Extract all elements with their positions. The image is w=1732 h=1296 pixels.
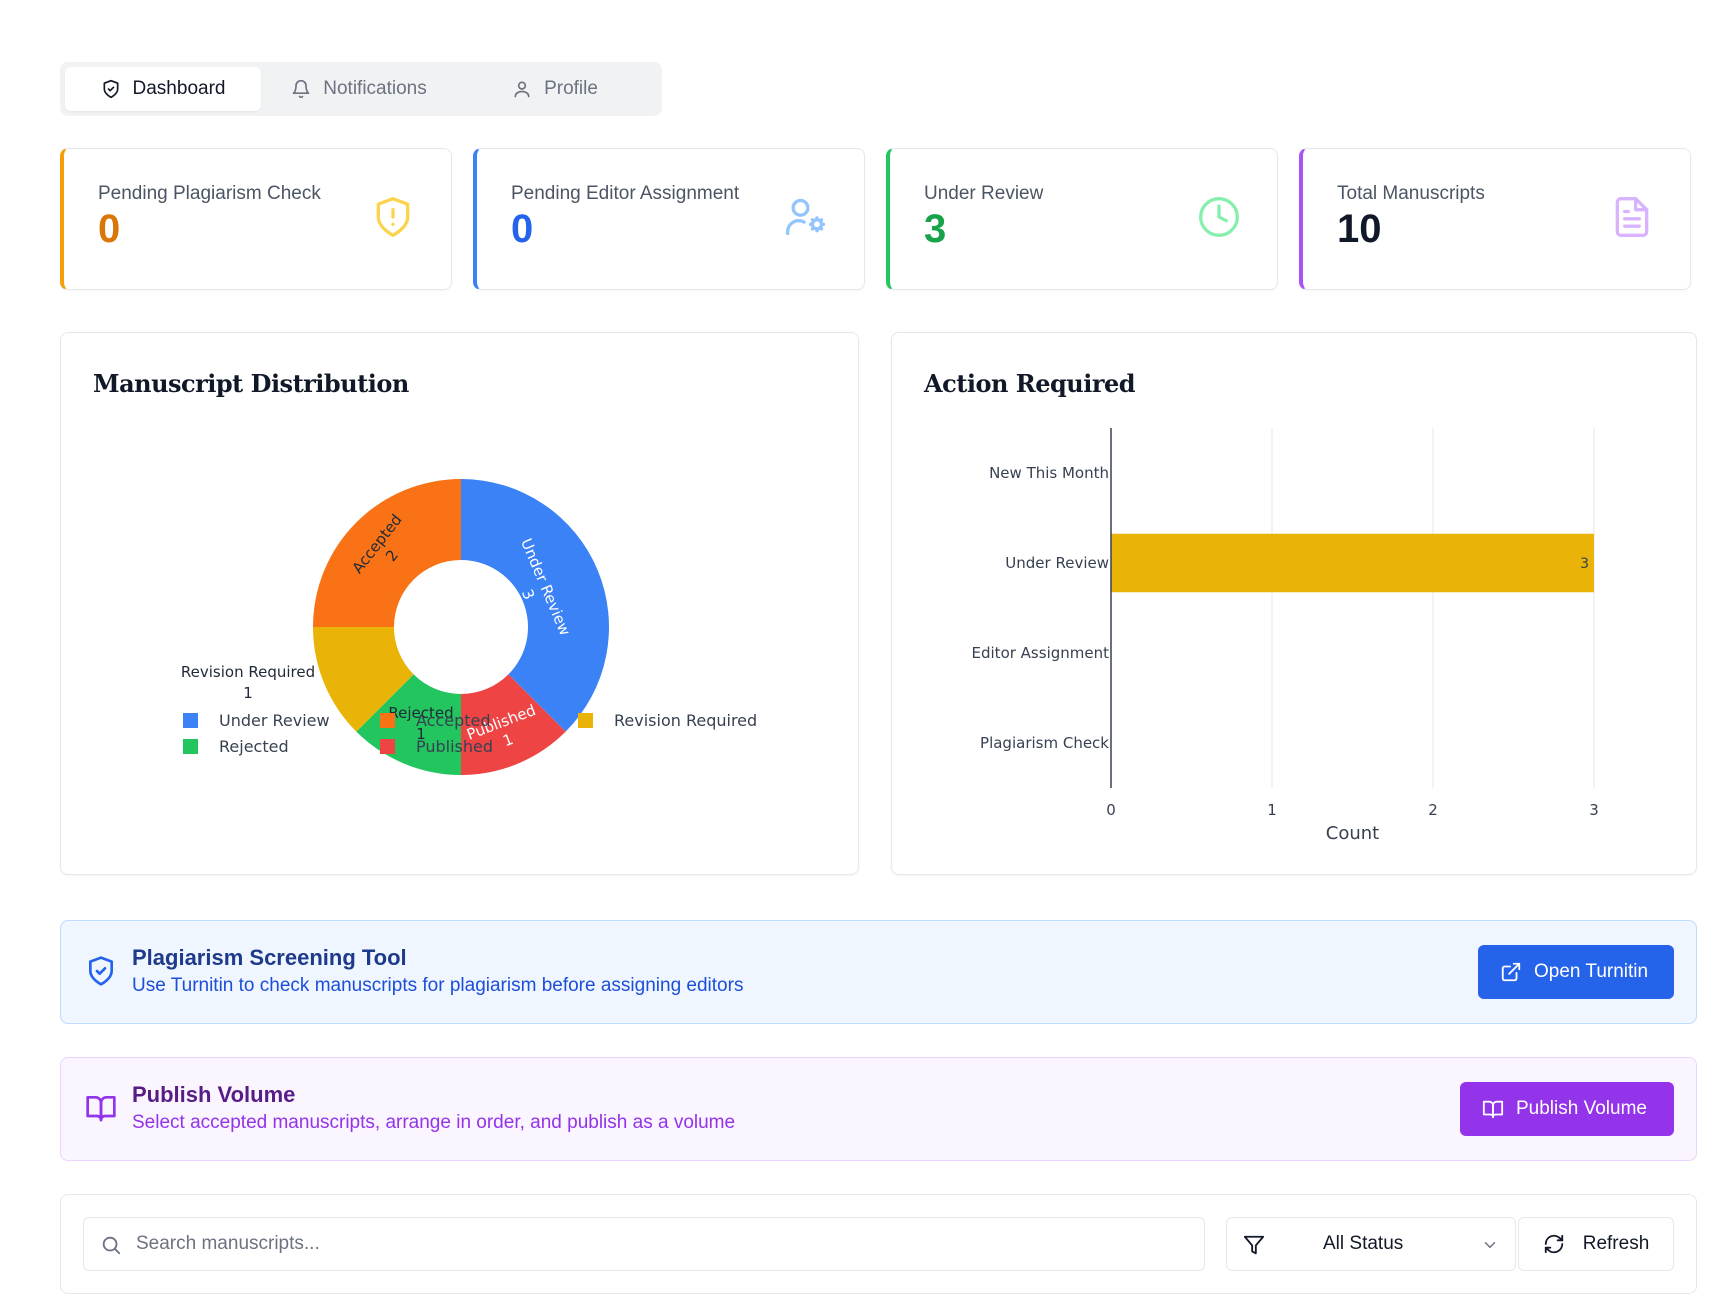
status-filter-select[interactable]: All Status <box>1226 1217 1516 1271</box>
book-open-icon <box>86 1096 116 1122</box>
tab-notifications[interactable]: Notifications <box>261 67 457 111</box>
distribution-title: Manuscript Distribution <box>93 369 409 398</box>
filter-icon <box>1243 1235 1265 1255</box>
y-tick-label-plagiarism-check: Plagiarism Check <box>980 734 1109 752</box>
stat-value: 10 <box>1337 207 1382 251</box>
legend-swatch-under-review <box>183 713 198 728</box>
main-tabs: Dashboard Notifications Profile <box>60 62 662 116</box>
stat-label: Total Manuscripts <box>1337 183 1485 204</box>
x-tick-label: 2 <box>1428 801 1438 819</box>
tab-profile[interactable]: Profile <box>457 67 653 111</box>
stat-label: Pending Editor Assignment <box>511 183 740 204</box>
publish-volume-button[interactable]: Publish Volume <box>1460 1082 1674 1136</box>
distribution-card: Manuscript Distribution Under Review 3 Pub… <box>60 332 859 875</box>
y-tick-label-editor-assignment: Editor Assignment <box>972 644 1110 662</box>
stat-card-pending-editor: Pending Editor Assignment 0 <box>473 148 865 290</box>
x-tick-label: 1 <box>1267 801 1277 819</box>
tab-label: Notifications <box>323 78 427 99</box>
publish-title: Publish Volume <box>132 1082 296 1107</box>
refresh-icon <box>1544 1234 1563 1254</box>
x-axis-label: Count <box>1326 823 1379 844</box>
stat-card-under-review: Under Review 3 <box>886 148 1278 290</box>
user-cog-icon <box>786 198 826 236</box>
legend-item-accepted[interactable]: Accepted <box>416 711 491 730</box>
slice-label-rejected: Rejected <box>388 704 453 722</box>
stat-value: 3 <box>924 207 947 251</box>
search-box <box>83 1217 1205 1271</box>
bar-under-review[interactable] <box>1111 533 1594 593</box>
legend-item-under-review[interactable]: Under Review <box>219 711 330 730</box>
bell-icon <box>292 79 310 99</box>
user-icon <box>514 81 530 98</box>
donut-slice-revision-required[interactable] <box>313 627 414 732</box>
x-tick-label: 0 <box>1106 801 1116 819</box>
shield-alert-icon <box>376 197 410 237</box>
action-required-card: Action Required 0 1 2 3 New This Month Under … <box>891 332 1697 875</box>
bar-data-label-under-review: 3 <box>1580 556 1589 572</box>
book-open-icon <box>1482 1100 1504 1119</box>
tab-dashboard[interactable]: Dashboard <box>65 67 261 111</box>
publish-description: Select accepted manuscripts, arrange in … <box>132 1112 736 1133</box>
search-icon <box>102 1236 121 1255</box>
tab-label: Profile <box>544 78 598 99</box>
legend-swatch-revision-required <box>578 713 593 728</box>
stat-label: Pending Plagiarism Check <box>98 183 321 204</box>
legend-swatch-published <box>380 739 395 754</box>
legend-item-rejected[interactable]: Rejected <box>219 737 289 756</box>
plagiarism-description: Use Turnitin to check manuscripts for pl… <box>132 975 744 996</box>
legend-swatch-accepted <box>380 713 395 728</box>
legend-item-revision-required[interactable]: Revision Required <box>614 711 757 730</box>
status-filter-value: All Status <box>1323 1233 1404 1254</box>
donut-slice-accepted[interactable] <box>313 479 461 627</box>
shield-check-icon <box>103 79 119 99</box>
open-turnitin-label: Open Turnitin <box>1534 961 1649 982</box>
action-title: Action Required <box>924 369 1136 398</box>
chevron-down-icon <box>1484 1242 1496 1248</box>
y-tick-label-new-this-month: New This Month <box>989 464 1109 482</box>
plagiarism-title: Plagiarism Screening Tool <box>132 945 407 970</box>
stat-label: Under Review <box>924 183 1044 204</box>
open-turnitin-button[interactable]: Open Turnitin <box>1478 945 1674 999</box>
refresh-label: Refresh <box>1582 1233 1650 1254</box>
donut-chart: Under Review3Published1Rejected1Revision… <box>181 479 757 775</box>
refresh-button[interactable]: Refresh <box>1518 1217 1674 1271</box>
slice-label-revision-required: Revision Required <box>181 663 315 681</box>
publish-volume-banner: Publish Volume Select accepted manuscrip… <box>60 1057 1697 1161</box>
donut-slice-published[interactable] <box>461 674 566 775</box>
bar-chart: 0 1 2 3 New This Month Under Review 3 Editor As… <box>972 428 1599 844</box>
legend-item-published[interactable]: Published <box>416 737 493 756</box>
search-input[interactable] <box>136 1218 1196 1270</box>
tab-label: Dashboard <box>132 78 226 99</box>
shield-check-icon <box>89 956 113 986</box>
external-link-icon <box>1501 962 1521 982</box>
plagiarism-banner: Plagiarism Screening Tool Use Turnitin t… <box>60 920 1697 1024</box>
stat-value: 0 <box>511 207 534 251</box>
filter-bar: All Status Refresh <box>60 1194 1697 1294</box>
donut-slice-under-review[interactable] <box>461 479 610 732</box>
slice-value-revision-required: 1 <box>243 684 253 702</box>
stat-card-total-manuscripts: Total Manuscripts 10 <box>1299 148 1691 290</box>
publish-volume-label: Publish Volume <box>1516 1098 1647 1119</box>
file-text-icon <box>1615 197 1649 237</box>
clock-icon <box>1199 197 1239 237</box>
stat-card-pending-plagiarism: Pending Plagiarism Check 0 <box>60 148 452 290</box>
slice-value-rejected: 1 <box>416 725 426 743</box>
y-tick-label-under-review: Under Review <box>1005 554 1109 572</box>
stat-value: 0 <box>98 207 121 251</box>
x-tick-label: 3 <box>1589 801 1599 819</box>
legend-swatch-rejected <box>183 739 198 754</box>
